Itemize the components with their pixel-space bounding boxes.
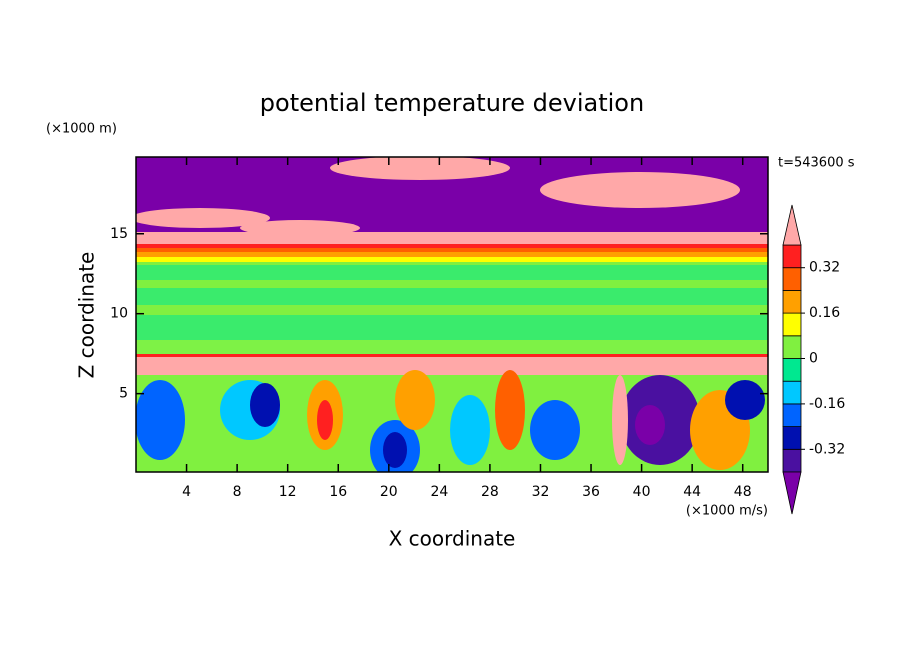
x-tick-label: 4 [182,484,191,500]
x-tick-label: 28 [481,484,499,500]
y-tick-label: 15 [110,226,128,242]
colorbar-box [782,267,802,291]
annotation: t=543600 s [778,156,855,171]
x-tick-label: 36 [582,484,600,500]
colorbar-box [782,312,802,337]
x-tick-label: 32 [532,484,550,500]
colorbar-box [782,289,802,314]
x-axis-label: X coordinate [389,527,516,551]
x-tick-label: 12 [279,484,297,500]
x-tick-label: 16 [329,484,347,500]
y-axis-label: Z coordinate [75,252,99,379]
colorbar-box [782,426,802,450]
colorbar-under [782,471,802,515]
colorbar-box [782,448,802,473]
x-tick-label: 48 [734,484,752,500]
colorbar-tick-label: 0 [809,351,818,367]
colorbar-box [782,403,802,427]
plot-frame [135,156,769,473]
x-tick-label: 24 [430,484,448,500]
colorbar-tick-label: -0.16 [809,396,845,412]
colorbar-tick-label: 0.16 [809,305,840,321]
y-tick-label: 5 [119,386,128,402]
colorbar-tick-label: 0.32 [809,260,840,276]
x-tick-label: 8 [233,484,242,500]
x-unit: (×1000 m/s) [686,504,768,519]
x-tick-label: 20 [380,484,398,500]
x-tick-label: 40 [633,484,651,500]
contour-field [136,157,768,472]
colorbar-box [782,358,802,382]
colorbar-tick-label: -0.32 [809,441,845,457]
colorbar-box [782,380,802,405]
colorbar-box [782,335,802,359]
y-unit: (×1000 m) [46,122,117,137]
y-tick-label: 10 [110,306,128,322]
colorbar-over [782,204,802,246]
chart-title: potential temperature deviation [260,89,644,117]
colorbar-box [782,244,802,269]
x-tick-label: 44 [683,484,701,500]
